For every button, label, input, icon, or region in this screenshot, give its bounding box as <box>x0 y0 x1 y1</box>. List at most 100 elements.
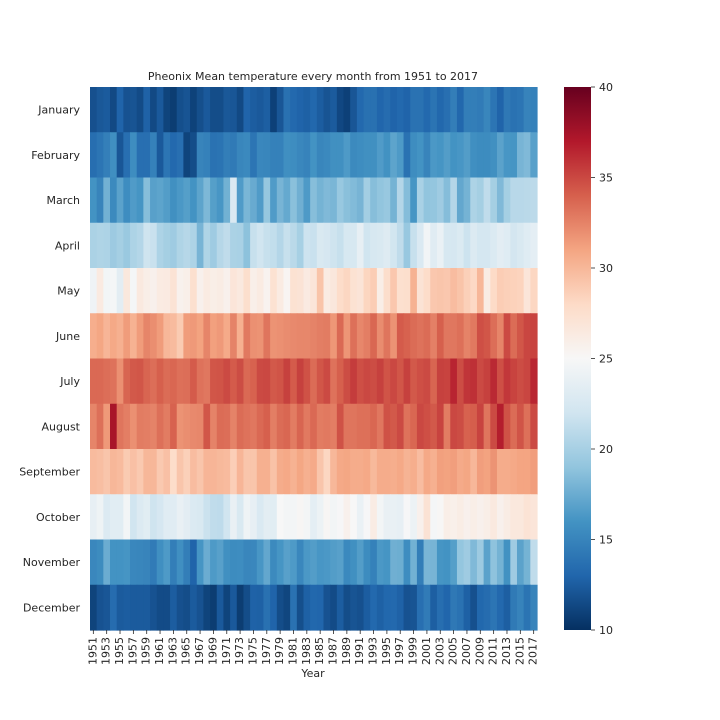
heatmap-cell <box>316 494 325 541</box>
heatmap-cell <box>410 358 418 405</box>
heatmap-cell <box>450 132 458 179</box>
heatmap-cell <box>210 584 218 631</box>
heatmap-cell <box>410 313 418 360</box>
heatmap-cell <box>250 358 258 405</box>
heatmap-cell <box>210 539 218 586</box>
heatmap-cell <box>323 177 331 224</box>
row-label: February <box>31 149 80 162</box>
heatmap-cell <box>283 87 291 133</box>
x-tick-label: 1977 <box>260 637 273 665</box>
heatmap-cell <box>316 87 325 133</box>
heatmap-cell <box>116 358 124 405</box>
row-label: May <box>57 285 80 298</box>
heatmap-cell <box>276 268 285 314</box>
heatmap-cell <box>443 313 451 360</box>
heatmap-cell <box>443 268 451 314</box>
heatmap-cell <box>136 358 144 405</box>
x-tick-label: 1993 <box>367 637 380 665</box>
heatmap-cell <box>330 449 338 495</box>
heatmap-cell <box>396 403 405 450</box>
heatmap-cell <box>196 403 205 450</box>
heatmap-cell <box>190 358 198 405</box>
heatmap-cell <box>96 539 104 586</box>
heatmap-cell <box>356 87 365 133</box>
heatmap-cell <box>516 313 525 360</box>
heatmap-cell <box>130 313 138 360</box>
heatmap-cell <box>130 132 138 179</box>
heatmap-cell <box>290 494 298 541</box>
heatmap-cell <box>230 494 238 541</box>
x-tick-label: 1959 <box>140 637 153 665</box>
heatmap-cell <box>203 494 211 541</box>
heatmap-cell <box>503 358 511 405</box>
heatmap-cell <box>263 222 271 269</box>
heatmap-cell <box>163 132 171 179</box>
heatmap-cell <box>190 268 198 314</box>
heatmap-cell <box>116 449 124 495</box>
heatmap-cell <box>350 449 358 495</box>
heatmap-cell <box>156 177 164 224</box>
heatmap-cell <box>303 268 311 314</box>
heatmap-cell <box>190 403 198 450</box>
heatmap-cell <box>123 313 131 360</box>
heatmap-cell <box>190 132 198 179</box>
heatmap-cell <box>123 403 131 450</box>
column-labels: 1951 1953 1955 1957 1959 1961 1963 1965 1967 1969… <box>86 630 540 665</box>
heatmap-cell <box>143 403 151 450</box>
x-tick-label: 2003 <box>433 637 446 665</box>
heatmap-cell <box>143 177 151 224</box>
heatmap-cell <box>370 584 378 631</box>
heatmap-cell <box>430 177 438 224</box>
heatmap-cell <box>330 268 338 314</box>
heatmap-cell <box>430 494 438 541</box>
heatmap-cell <box>330 87 338 133</box>
heatmap-cell <box>390 358 398 405</box>
colorbar-tick-label: 15 <box>599 534 613 547</box>
x-tick-label: 1975 <box>246 637 259 665</box>
heatmap-cell <box>390 449 398 495</box>
heatmap-cell <box>316 539 325 586</box>
heatmap-cell <box>443 403 451 450</box>
heatmap-cell <box>116 222 124 269</box>
heatmap-cell <box>356 268 365 314</box>
heatmap-cell <box>163 358 171 405</box>
heatmap-cell <box>176 539 184 586</box>
heatmap-cell <box>463 132 471 179</box>
heatmap-cell <box>176 222 184 269</box>
heatmap-cell <box>483 358 491 405</box>
heatmap-cell <box>110 222 118 269</box>
heatmap-cell <box>496 449 505 495</box>
heatmap-cell <box>296 358 305 405</box>
heatmap-cell <box>376 539 385 586</box>
heatmap-cell <box>270 132 278 179</box>
heatmap-cell <box>516 177 525 224</box>
heatmap-cell <box>530 222 538 269</box>
heatmap-cell <box>316 584 325 631</box>
heatmap-cell <box>250 584 258 631</box>
heatmap-cell <box>170 268 178 314</box>
heatmap-cell <box>490 132 498 179</box>
heatmap-cell <box>130 222 138 269</box>
heatmap-cell <box>183 87 191 133</box>
heatmap-cell <box>130 449 138 495</box>
heatmap-cell <box>243 87 251 133</box>
heatmap-cell <box>196 449 205 495</box>
heatmap-cell <box>516 132 525 179</box>
heatmap-cell <box>456 222 465 269</box>
heatmap-cell <box>250 222 258 269</box>
heatmap-cell <box>510 539 518 586</box>
heatmap-cell <box>476 313 485 360</box>
heatmap-cell <box>243 313 251 360</box>
heatmap-cell <box>256 494 265 541</box>
heatmap-cell <box>110 494 118 541</box>
row-label: October <box>36 511 80 524</box>
heatmap-cell <box>390 222 398 269</box>
heatmap-cell <box>310 222 318 269</box>
heatmap-cell <box>183 268 191 314</box>
heatmap-cell <box>363 268 371 314</box>
heatmap-cell <box>350 313 358 360</box>
heatmap-cell <box>183 222 191 269</box>
heatmap-cell <box>256 449 265 495</box>
heatmap-cell <box>443 87 451 133</box>
heatmap-cell <box>503 87 511 133</box>
